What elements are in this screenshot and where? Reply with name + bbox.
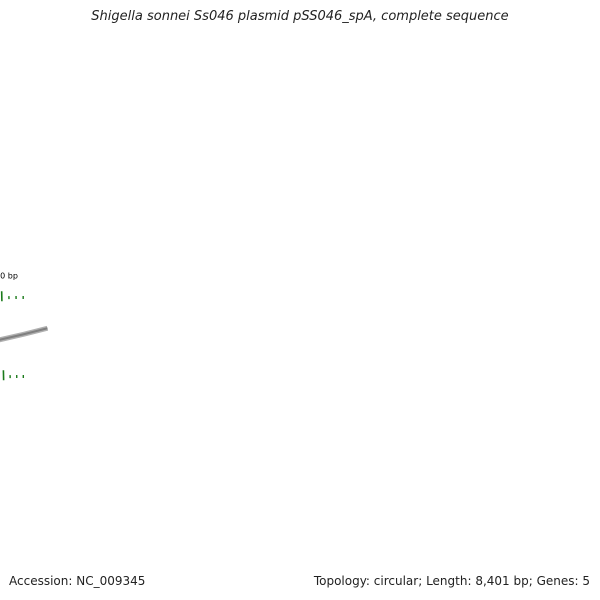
plasmid-backbone <box>0 327 48 341</box>
inner-tick-track <box>2 370 25 381</box>
accession-label: Accession: NC_009345 <box>9 574 146 588</box>
tick-labels: 3600 bp3700 bp3800 bp3900 bp4000 bp4100 … <box>0 271 18 280</box>
tick-label: 4200 bp <box>0 271 18 280</box>
backbone-layer <box>0 325 49 343</box>
outer-tick-track <box>0 291 24 302</box>
map-summary: Topology: circular; Length: 8,401 bp; Ge… <box>313 574 590 588</box>
map-title: Shigella sonnei Ss046 plasmid pSS046_spA… <box>91 9 509 24</box>
